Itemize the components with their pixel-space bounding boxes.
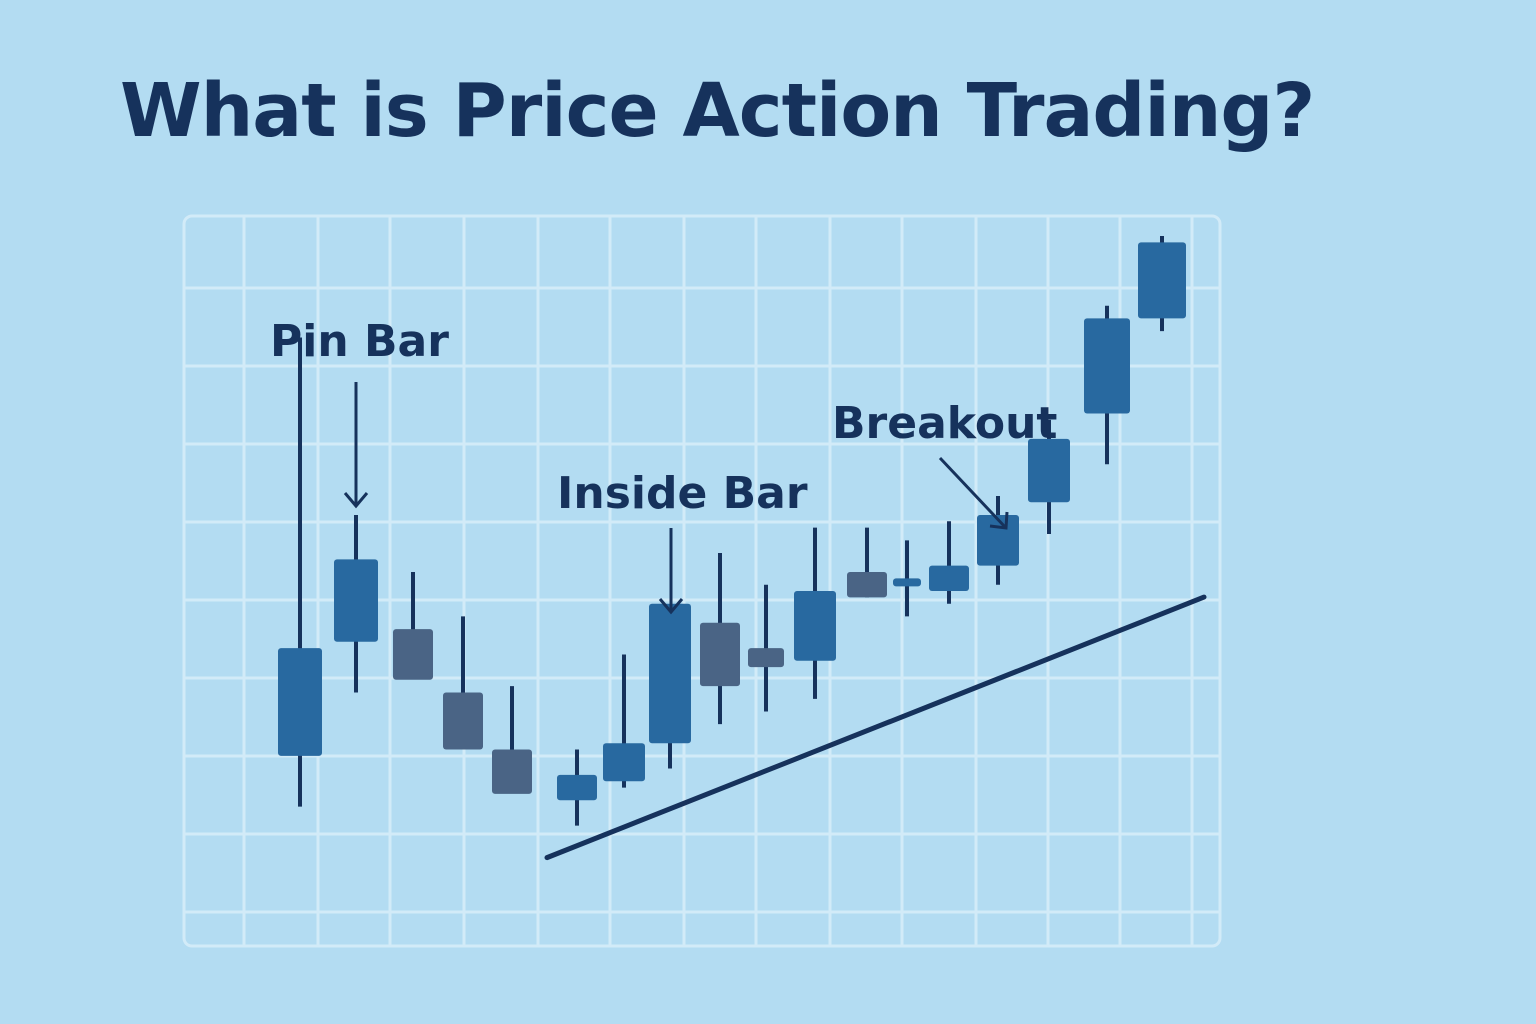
candle-body [557, 774, 597, 801]
candle-body [929, 565, 969, 592]
candle [443, 616, 483, 750]
candle-body [1138, 242, 1186, 319]
annotation-arrow-shaft [938, 456, 1008, 530]
candle [393, 572, 433, 680]
candle [893, 540, 921, 617]
candle [334, 514, 378, 693]
candle-body [334, 559, 378, 642]
candle-body [393, 629, 433, 680]
annotation-arrow-head [989, 511, 1009, 530]
candle [847, 527, 887, 598]
trendline [544, 594, 1207, 861]
candle [700, 553, 740, 725]
candle [492, 686, 532, 794]
candle [1028, 419, 1070, 534]
candle [1084, 305, 1130, 465]
grid-frame [182, 214, 1222, 948]
annotation-arrow-head [343, 492, 369, 509]
annotation-label: Breakout [832, 398, 1057, 449]
candle [603, 654, 645, 788]
candle-body [794, 591, 836, 661]
annotation-arrow-head [658, 598, 684, 615]
candles-layer [278, 236, 1186, 826]
candle-body [443, 692, 483, 750]
candle [278, 337, 322, 807]
candle [1138, 236, 1186, 332]
candle-body [278, 648, 322, 756]
annotations-layer: Pin Bar Inside Bar Breakout [270, 316, 1057, 615]
candle-body [847, 572, 887, 598]
page-title: What is Price Action Trading? [120, 68, 1315, 154]
candle-body [603, 743, 645, 782]
candle [748, 584, 784, 712]
candle [794, 527, 836, 699]
candle-body [649, 603, 691, 744]
candle [929, 521, 969, 604]
candle [977, 495, 1019, 585]
candle-body [492, 749, 532, 794]
candle-body [700, 622, 740, 687]
annotation: Pin Bar [270, 316, 449, 509]
candle [557, 749, 597, 826]
candle-body [977, 514, 1019, 566]
annotation-label: Inside Bar [557, 468, 808, 519]
annotation: Inside Bar [557, 468, 808, 615]
trendline-layer [544, 594, 1207, 861]
annotation-label: Pin Bar [270, 316, 449, 367]
candle [649, 603, 691, 769]
candle-body [893, 578, 921, 587]
annotation: Breakout [832, 398, 1057, 530]
candle-body [1028, 438, 1070, 503]
candle-body [1084, 318, 1130, 414]
candle-body [748, 648, 784, 668]
